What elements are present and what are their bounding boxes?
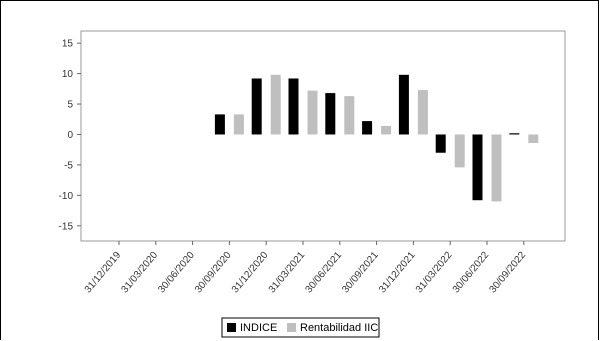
y-tick-label: 0 [67, 130, 73, 141]
bar-rentabilidad [528, 134, 539, 143]
bar-indice [325, 93, 336, 135]
x-tick-label: 31/12/2020 [230, 250, 271, 296]
x-tick-label: 30/06/2021 [303, 250, 344, 296]
y-tick-label: -10 [59, 191, 74, 202]
plot-area [80, 30, 566, 242]
x-axis: 31/12/201931/03/202030/06/202030/09/2020… [83, 241, 528, 296]
y-tick-label: 10 [62, 69, 74, 80]
legend: INDICE Rentabilidad IIC [221, 317, 380, 338]
bar-rentabilidad [270, 74, 281, 135]
bars [214, 74, 539, 202]
bar-indice [251, 78, 262, 135]
bar-indice [472, 134, 483, 201]
x-tick-label: 31/12/2021 [377, 250, 418, 296]
legend-label-rentabilidad: Rentabilidad IIC [300, 322, 378, 334]
legend-box [221, 317, 380, 338]
y-tick-label: -5 [64, 160, 73, 171]
y-tick-label: -15 [59, 221, 74, 232]
bar-rentabilidad [307, 90, 318, 135]
bar-rentabilidad [381, 125, 392, 135]
x-tick-label: 30/09/2022 [487, 250, 528, 296]
bar-indice [398, 74, 409, 135]
bar-indice [214, 114, 225, 135]
bar-rentabilidad [344, 96, 355, 135]
x-tick-label: 30/06/2022 [451, 250, 492, 296]
x-tick-label: 31/12/2019 [83, 250, 124, 296]
bar-rentabilidad [454, 134, 465, 168]
y-tick-label: 5 [67, 100, 73, 111]
legend-swatch-rentabilidad [287, 323, 296, 332]
x-tick-label: 31/03/2021 [267, 250, 308, 296]
legend-label-indice: INDICE [240, 322, 277, 334]
x-tick-label: 31/03/2020 [119, 250, 160, 296]
legend-swatch-indice [227, 323, 236, 332]
x-tick-label: 30/06/2020 [156, 250, 197, 296]
y-tick-label: 15 [62, 39, 74, 50]
bar-indice [362, 121, 373, 135]
bar-indice [288, 78, 299, 135]
x-tick-label: 31/03/2022 [414, 250, 455, 296]
x-tick-label: 30/09/2021 [340, 250, 381, 296]
bar-rentabilidad [233, 114, 244, 135]
y-axis: 15 10 5 0 -5 -10 -15 [59, 39, 81, 232]
bar-rentabilidad [491, 134, 502, 202]
bar-indice [435, 134, 446, 153]
bar-indice [509, 133, 520, 135]
bar-rentabilidad [417, 90, 428, 135]
x-tick-label: 30/09/2020 [193, 250, 234, 296]
